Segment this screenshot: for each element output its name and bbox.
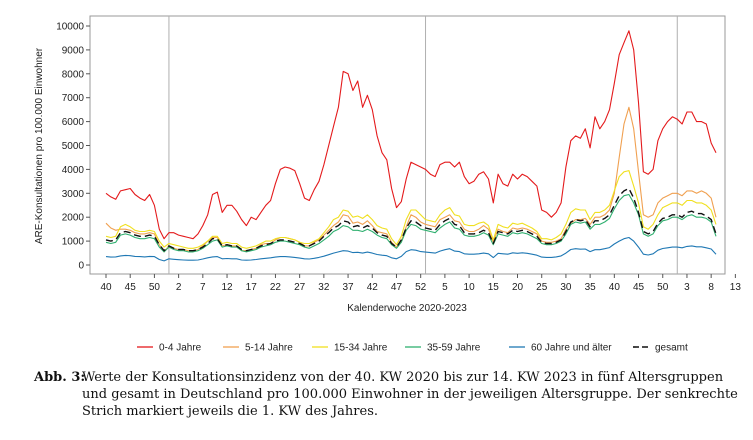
- x-axis: 40 45 50 2 7 12 17 22 27 32 37 42 47 52 5 10 15 20 25 30 35 4…: [100, 274, 741, 293]
- series-line-3: [105, 170, 717, 249]
- x-tick-label: 30: [560, 282, 572, 293]
- caption-text: Werte der Konsultationsinzidenz von der …: [82, 370, 738, 419]
- x-axis-label: Kalenderwoche 2020-2023: [347, 303, 467, 314]
- x-tick-label: 13: [730, 282, 742, 293]
- series-line-5: [105, 236, 717, 262]
- x-tick-label: 37: [343, 282, 355, 293]
- x-tick-label: 50: [657, 282, 669, 293]
- y-tick-label: 0: [78, 261, 84, 272]
- y-tick-label: 8000: [62, 69, 85, 80]
- x-tick-label: 20: [512, 282, 524, 293]
- x-tick-label: 3: [684, 282, 690, 293]
- x-tick-label: 17: [246, 282, 258, 293]
- series-lines: [105, 30, 717, 262]
- x-tick-label: 25: [536, 282, 548, 293]
- x-tick-label: 8: [708, 282, 714, 293]
- x-tick-label: 27: [294, 282, 306, 293]
- plot-area: 0 1000 2000 3000 4000 5000 6000 7000 8000 9000 100…: [56, 15, 741, 293]
- x-tick-label: 45: [633, 282, 645, 293]
- series-line-2: [105, 106, 717, 253]
- y-tick-label: 2000: [62, 213, 85, 224]
- legend-label: 15-34 Jahre: [334, 343, 388, 354]
- y-tick-label: 7000: [62, 93, 85, 104]
- x-tick-label: 50: [149, 282, 161, 293]
- y-tick-label: 1000: [62, 237, 85, 248]
- y-axis-label: ARE-Konsultationen pro 100.000 Einwohner: [34, 47, 45, 244]
- plot-frame: [89, 15, 726, 275]
- x-tick-label: 52: [415, 282, 427, 293]
- x-tick-label: 22: [270, 282, 282, 293]
- legend-label: gesamt: [655, 343, 688, 354]
- y-tick-label: 9000: [62, 45, 85, 56]
- x-tick-label: 47: [391, 282, 403, 293]
- x-tick-label: 40: [609, 282, 621, 293]
- line-chart: 0100020003000400050006000700080009000100…: [34, 15, 741, 354]
- y-tick-label: 3000: [62, 189, 85, 200]
- x-tick-label: 2: [176, 282, 182, 293]
- year-boundary-lines: [168, 16, 678, 274]
- legend-label: 5-14 Jahre: [245, 343, 293, 354]
- series-line-6: [105, 187, 717, 252]
- series-line-4: [105, 193, 717, 253]
- x-tick-label: 7: [200, 282, 206, 293]
- y-axis: 0 1000 2000 3000 4000 5000 6000 7000 8000 9000 100…: [56, 22, 90, 272]
- legend-label: 60 Jahre und älter: [531, 343, 612, 354]
- x-tick-label: 42: [367, 282, 379, 293]
- y-tick-label: 4000: [62, 165, 85, 176]
- x-tick-label: 32: [318, 282, 330, 293]
- x-tick-label: 15: [488, 282, 500, 293]
- legend: 0-4 Jahre 5-14 Jahre 15-34 Jahre 35-59 Jahr…: [137, 343, 688, 354]
- legend-label: 0-4 Jahre: [159, 343, 202, 354]
- x-tick-label: 45: [125, 282, 137, 293]
- x-tick-label: 35: [585, 282, 597, 293]
- y-tick-label: 10000: [56, 22, 84, 33]
- y-tick-label: 5000: [62, 141, 85, 152]
- x-tick-label: 10: [464, 282, 476, 293]
- caption-label: Abb. 3:: [34, 370, 86, 385]
- x-tick-label: 12: [221, 282, 233, 293]
- legend-label: 35-59 Jahre: [427, 343, 481, 354]
- x-tick-label: 40: [100, 282, 112, 293]
- series-line-1: [105, 30, 717, 240]
- y-tick-label: 6000: [62, 117, 85, 128]
- x-tick-label: 5: [442, 282, 448, 293]
